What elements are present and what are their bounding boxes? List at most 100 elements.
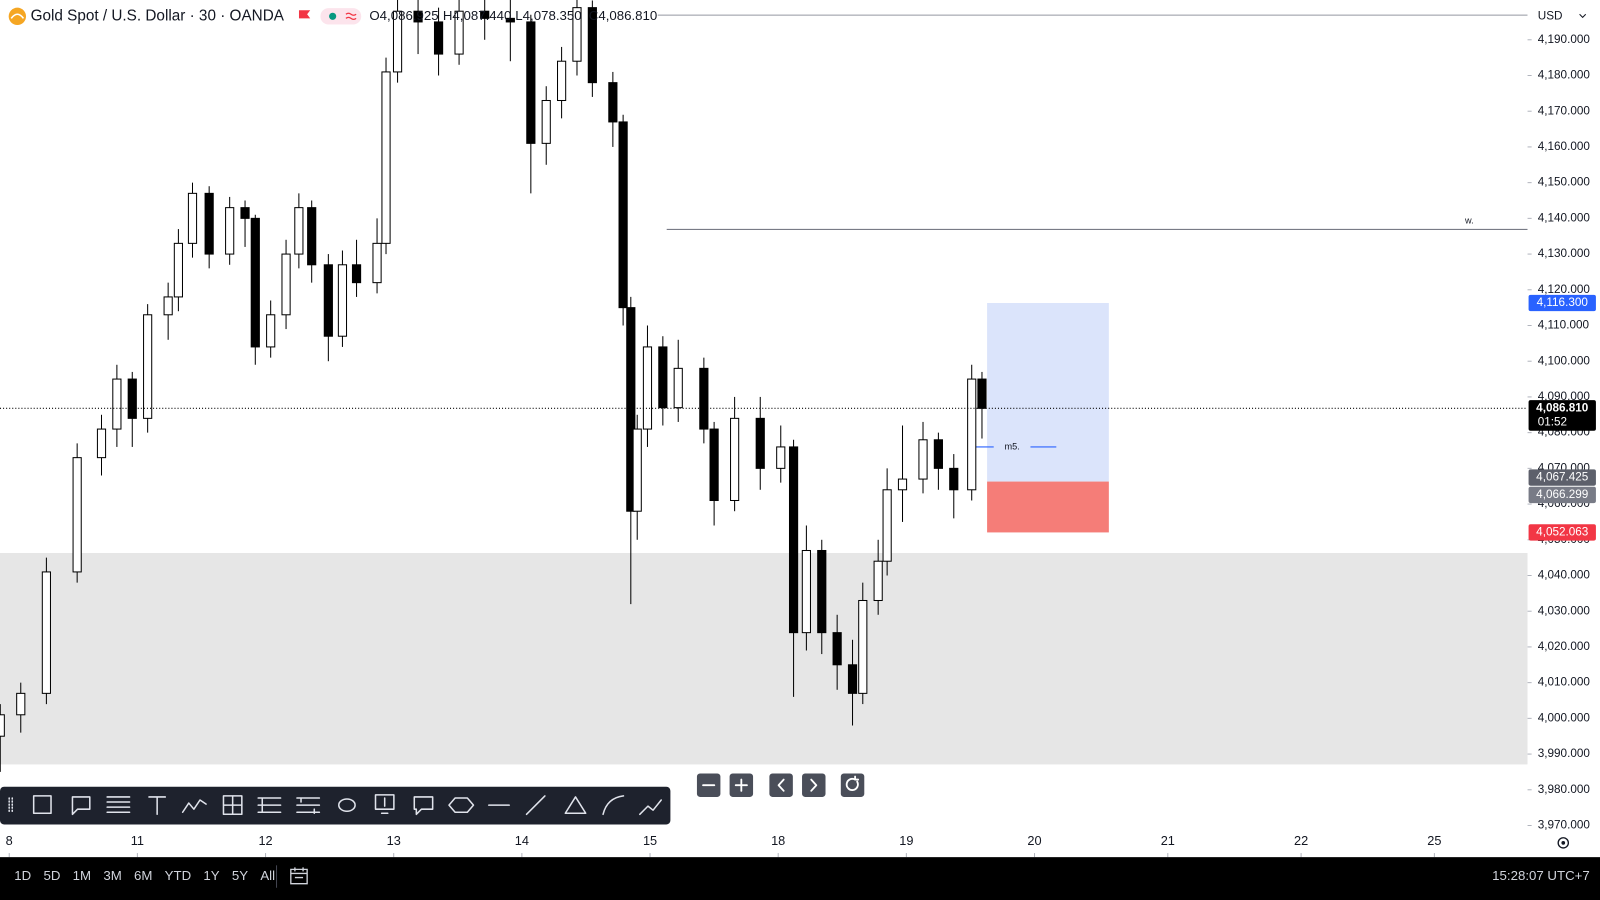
y-tick-label: 4,170.000 <box>1538 104 1591 117</box>
price-axis: USD 3,970.000 3,980.000 3,990.000 4,000.000… <box>1527 0 1600 858</box>
candle-body <box>323 264 333 337</box>
toolbar-grip[interactable] <box>8 797 14 814</box>
y-tick-label: 3,990.000 <box>1538 747 1591 760</box>
tool-callout[interactable] <box>71 796 91 816</box>
scroll-right-button[interactable] <box>802 773 826 797</box>
symbol-logo-mark <box>10 13 25 19</box>
zone <box>0 553 1528 765</box>
price-label-bg <box>1528 469 1596 486</box>
price-label-bg <box>1528 294 1596 312</box>
tool-path[interactable] <box>639 799 662 816</box>
y-tick-label: 4,030.000 <box>1538 604 1591 617</box>
y-tick-label: 4,010.000 <box>1538 676 1591 689</box>
candle-body <box>776 446 786 469</box>
line-label-bg <box>993 440 1031 454</box>
candle-body <box>225 207 235 255</box>
range-button[interactable]: 5Y <box>232 868 248 883</box>
scroll-left-button[interactable] <box>769 773 793 797</box>
current-price-label: 4,086.810 <box>1536 401 1589 414</box>
range-button[interactable]: 1Y <box>203 868 219 883</box>
data-status-icon <box>345 12 357 20</box>
axis-settings[interactable] <box>1557 837 1570 849</box>
range-button[interactable]: 5D <box>43 868 60 883</box>
bottom-toolbar: 15:28:07 UTC+7 1D 5D 1M 3M 6M YTD 1Y 5Y All <box>0 857 1600 900</box>
flag-icon[interactable] <box>298 10 311 19</box>
y-tick-label: 4,150.000 <box>1538 176 1591 189</box>
goto-date-icon[interactable] <box>290 867 308 885</box>
drawing-toolbar <box>0 786 671 825</box>
reset-icon <box>845 775 860 791</box>
range-button[interactable]: 1D <box>14 868 31 883</box>
symbol-logo <box>8 7 27 26</box>
line-label: m5. <box>1004 441 1019 451</box>
tool-trendline[interactable] <box>525 795 546 816</box>
range-button[interactable]: 1M <box>73 868 91 883</box>
candle-body <box>933 439 943 469</box>
candle-body <box>709 428 719 502</box>
zoom-in-icon <box>734 778 748 792</box>
x-tick-label: 11 <box>131 833 144 848</box>
tool-pattern[interactable] <box>181 799 207 814</box>
bottom-toolbar-bg <box>0 857 1600 900</box>
tool-fib[interactable] <box>106 796 131 814</box>
currency[interactable]: USD <box>1538 9 1563 22</box>
tool-note[interactable] <box>413 796 434 816</box>
y-tick-label: 3,970.000 <box>1538 819 1591 832</box>
scroll-right-icon <box>810 778 818 792</box>
candle-body <box>832 632 842 666</box>
status-pill[interactable] <box>320 8 362 25</box>
candle-body <box>977 378 987 409</box>
position-loss[interactable] <box>987 481 1109 533</box>
tool-rectangle[interactable] <box>32 795 52 815</box>
candle-body <box>204 192 214 255</box>
price-label-bg <box>1528 524 1596 541</box>
tool-measure[interactable] <box>222 795 243 816</box>
x-tick-label: 22 <box>1294 833 1308 848</box>
tool-text[interactable] <box>148 796 167 816</box>
x-tick-label: 12 <box>258 833 272 848</box>
tool-brush[interactable] <box>338 798 356 812</box>
candle-body <box>526 21 536 144</box>
candle-body <box>480 10 490 19</box>
tool-forecast[interactable] <box>374 794 395 815</box>
reset-button[interactable] <box>840 773 865 797</box>
y-tick-label: 4,160.000 <box>1538 140 1591 153</box>
range-button[interactable]: YTD <box>165 868 192 883</box>
tool-gann[interactable] <box>296 797 321 815</box>
candle-body <box>266 314 276 348</box>
candle-body <box>658 346 668 409</box>
candle-body <box>187 192 198 244</box>
range-button[interactable]: 6M <box>134 868 152 883</box>
range-button[interactable]: 3M <box>103 868 121 883</box>
candle-body <box>433 21 444 55</box>
ohlc-low: L4,078.350 <box>515 8 581 23</box>
tool-pitchfork[interactable] <box>257 797 282 814</box>
y-tick-label: 4,040.000 <box>1538 569 1591 582</box>
symbol-title[interactable]: Gold Spot / U.S. Dollar · 30 · OANDA <box>31 7 285 24</box>
price-label: 4,067.425 <box>1536 471 1589 484</box>
y-tick-label: 4,190.000 <box>1538 33 1591 46</box>
range-button[interactable]: All <box>260 868 275 883</box>
scroll-left-icon <box>777 778 785 792</box>
ohlc-open: O4,086.925 <box>369 8 438 23</box>
candle-body <box>307 207 317 266</box>
position-profit[interactable] <box>987 303 1109 482</box>
x-tick-label: 14 <box>515 833 529 848</box>
tool-curve[interactable] <box>602 795 625 816</box>
candle-body <box>897 478 908 491</box>
clock[interactable]: 15:28:07 UTC+7 <box>1492 868 1590 883</box>
price-label-bg <box>1528 486 1596 504</box>
tool-triangle[interactable] <box>564 796 587 815</box>
x-tick-label: 13 <box>387 833 401 848</box>
tool-shape[interactable] <box>448 797 475 814</box>
candle-body <box>882 489 892 562</box>
candle-body <box>96 428 107 459</box>
candle-body <box>454 10 464 55</box>
candle-body <box>618 121 628 309</box>
price-label: 4,116.300 <box>1537 296 1589 309</box>
candle-body <box>847 664 858 694</box>
candle-body <box>587 7 597 84</box>
